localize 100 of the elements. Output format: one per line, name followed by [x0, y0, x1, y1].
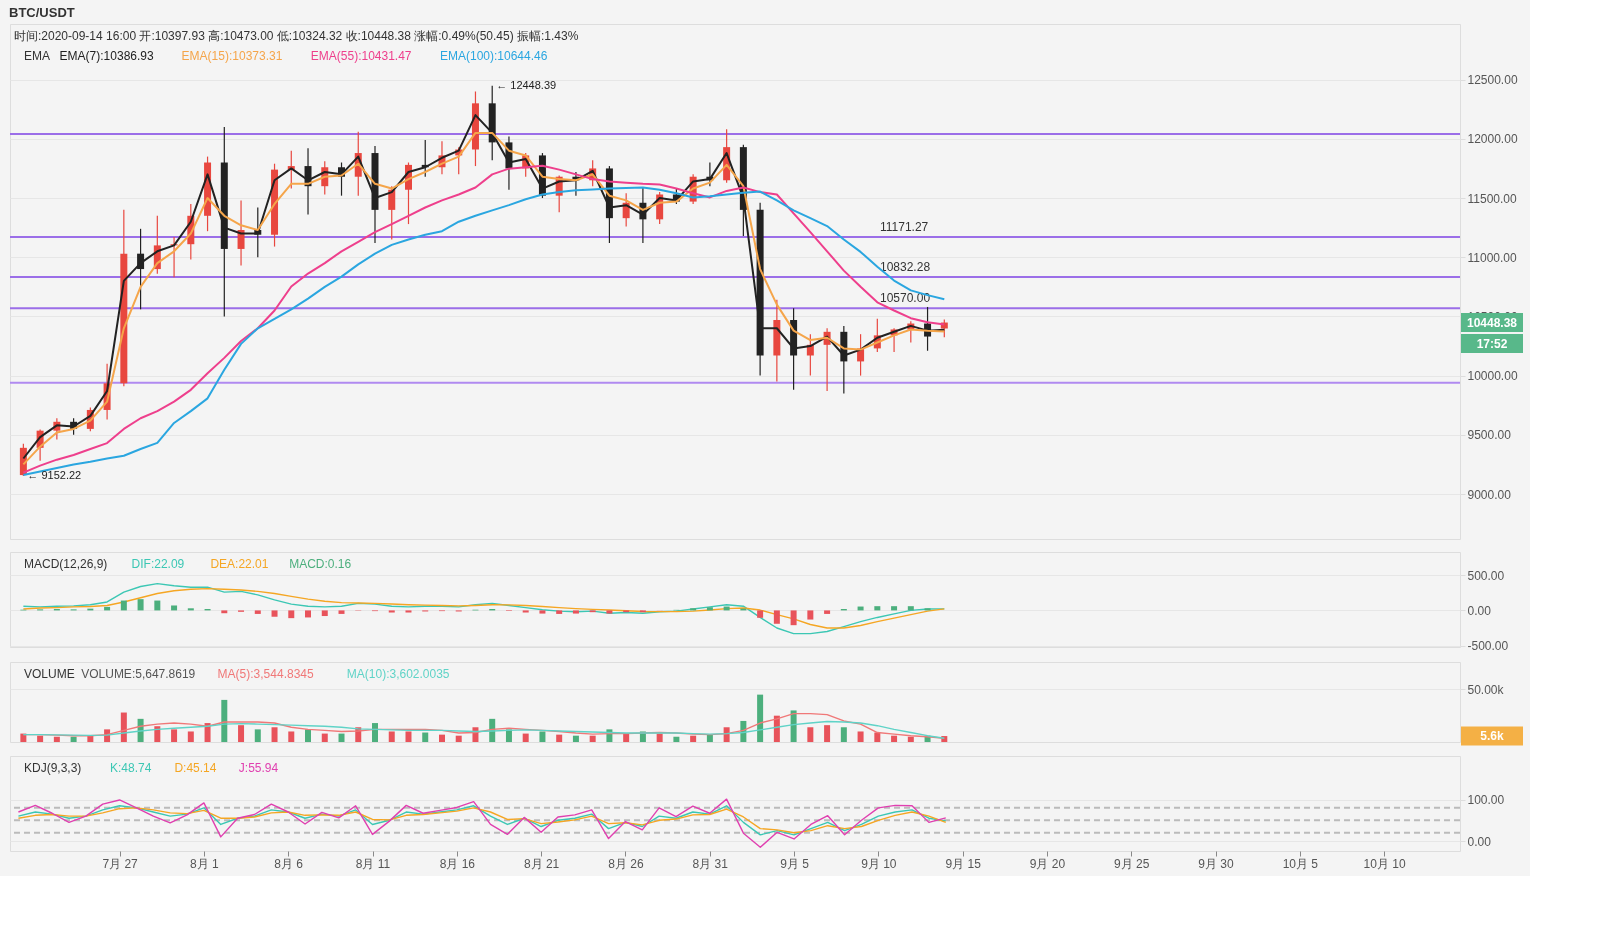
- bar: [321, 610, 328, 617]
- bar: [338, 733, 345, 742]
- bar: [556, 734, 563, 742]
- bar: [824, 610, 831, 614]
- bar: [271, 727, 278, 742]
- legend-title: VOLUME: [24, 667, 75, 681]
- text: MA(5):3,544.8345: [217, 667, 314, 681]
- line-series: [17, 798, 947, 848]
- annotation: ← 9152.22: [27, 468, 82, 481]
- bar: [790, 710, 797, 742]
- bar: [338, 610, 345, 614]
- bar: [254, 729, 261, 742]
- bar: [372, 723, 378, 742]
- text: 10448.38: [1466, 315, 1518, 330]
- y-tick-label: 50.00k: [1467, 682, 1505, 697]
- bar: [690, 608, 697, 611]
- bar: [271, 610, 278, 617]
- bar: [673, 736, 680, 742]
- series-label: DEA:22.01: [210, 557, 269, 571]
- y-tick-label: 12000.00: [1467, 132, 1518, 147]
- bar: [87, 735, 94, 742]
- bar: [238, 725, 245, 742]
- series-label: DIF:22.09: [131, 557, 185, 571]
- bar: [321, 733, 328, 742]
- bar: [723, 727, 730, 742]
- y-tick-label: 11500.00: [1467, 191, 1517, 206]
- bar: [556, 610, 563, 614]
- bar: [857, 731, 864, 742]
- y-tick-label: 10000.00: [1467, 369, 1518, 384]
- text: 17:52: [1476, 336, 1508, 351]
- bar: [840, 727, 847, 742]
- bar: [790, 610, 797, 626]
- bar: [70, 736, 77, 742]
- bar: [706, 607, 713, 611]
- bar: [874, 606, 881, 611]
- y-tick-label: 500.00: [1467, 568, 1505, 583]
- x-tick-label: 8月 6: [274, 856, 304, 871]
- y-tick-label: -500.00: [1467, 639, 1509, 654]
- bar: [706, 734, 713, 742]
- bar: [690, 735, 697, 742]
- x-tick-label: 10月 5: [1282, 856, 1319, 871]
- text: D:45.14: [174, 761, 217, 775]
- x-tick-label: 9月 5: [780, 856, 810, 871]
- text: EMA(55):10431.47: [310, 49, 412, 63]
- x-tick-label: 8月 16: [439, 856, 476, 871]
- bar: [924, 608, 931, 611]
- bar: [539, 610, 546, 614]
- bar: [539, 731, 546, 742]
- y-tick-label: 12500.00: [1467, 73, 1518, 88]
- bar: [824, 725, 831, 742]
- bar: [388, 610, 395, 613]
- y-tick-label: 9500.00: [1467, 428, 1512, 443]
- x-tick-label: 9月 10: [861, 856, 897, 871]
- x-tick-label: 8月 11: [355, 856, 391, 871]
- x-tick-label: 10月 10: [1363, 856, 1406, 871]
- bar: [623, 733, 630, 742]
- bar: [288, 731, 295, 742]
- bar: [120, 600, 127, 611]
- annotation: 时间:2020-09-14 16:00 开:10397.93 高:10473.00 低:10324.32 收:10448.38 涨幅:0.49%(50.45) 振幅:1.43%: [14, 29, 579, 43]
- bar: [522, 610, 529, 613]
- bar: [154, 726, 161, 742]
- bar: [305, 729, 312, 742]
- bar: [405, 610, 412, 613]
- bar: [874, 732, 881, 742]
- chart-title: BTC/USDT: [9, 5, 75, 20]
- text: J:55.94: [238, 761, 279, 775]
- x-tick-label: 8月 1: [190, 856, 220, 871]
- x-tick-label: 9月 25: [1114, 856, 1150, 871]
- y-tick-label: 9000.00: [1467, 487, 1512, 502]
- text: MACD:0.16: [289, 557, 352, 571]
- x-tick-label: 9月 15: [945, 856, 982, 871]
- bar: [405, 731, 412, 742]
- y-tick-label: 0.00: [1467, 834, 1492, 849]
- y-tick-label: 11000.00: [1467, 250, 1517, 265]
- text: EMA(7):10386.93: [59, 49, 154, 63]
- bar: [422, 732, 429, 742]
- x-tick-label: 7月 27: [102, 856, 139, 871]
- text: VOLUME:5,647.8619: [81, 667, 196, 681]
- bar: [891, 606, 898, 611]
- bar: [891, 735, 898, 742]
- text: EMA(100):10644.46: [440, 49, 548, 63]
- annotation: ← 12448.39: [496, 78, 557, 91]
- line-series: [22, 587, 945, 629]
- text: MA(10):3,602.0035: [346, 667, 450, 681]
- text: K:48.74: [110, 761, 152, 775]
- bar: [572, 610, 579, 614]
- bar: [505, 729, 512, 742]
- bar: [438, 734, 445, 742]
- text: EMA(15):10373.31: [181, 49, 283, 63]
- line-series: [22, 582, 945, 635]
- x-tick-label: 8月 31: [692, 856, 729, 871]
- x-tick-label: 9月 20: [1029, 856, 1066, 871]
- bar: [388, 731, 395, 742]
- x-tick-label: 9月 30: [1198, 856, 1235, 871]
- bar: [305, 610, 312, 618]
- legend-title: EMA: [24, 49, 51, 63]
- bar: [154, 600, 161, 611]
- legend-title: MACD(12,26,9): [24, 557, 108, 571]
- bar: [757, 610, 764, 618]
- bar: [455, 735, 462, 742]
